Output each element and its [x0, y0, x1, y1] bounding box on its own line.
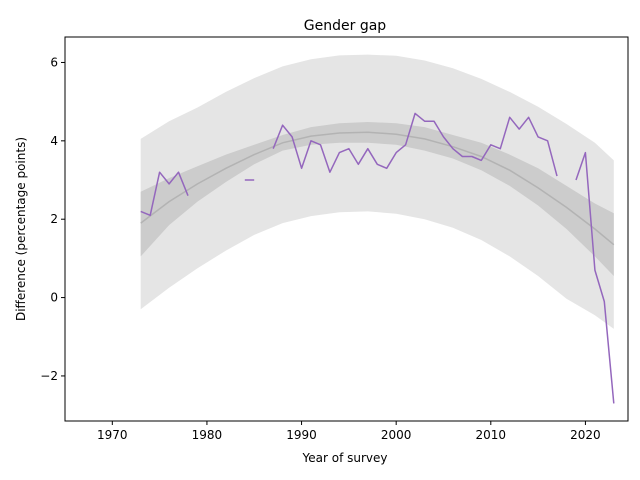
chart-title: Gender gap	[304, 18, 387, 34]
x-tick-label: 1980	[192, 428, 223, 442]
x-tick-label: 2020	[570, 428, 601, 442]
x-tick-label: 2000	[381, 428, 412, 442]
x-axis-label: Year of survey	[302, 451, 388, 465]
series-line-segment	[575, 151, 615, 404]
y-axis-label: Difference (percentage points)	[14, 137, 28, 321]
trend-line	[140, 131, 615, 246]
outer-confidence-band	[140, 54, 614, 329]
x-axis: 1970 1980 1990 2000 2010 2020	[97, 421, 601, 442]
x-tick-label: 2010	[476, 428, 507, 442]
series-line-segment	[140, 171, 189, 217]
x-tick-label: 1970	[97, 428, 128, 442]
y-tick-label: −2	[40, 369, 58, 383]
x-tick-label: 1990	[286, 428, 317, 442]
y-tick-label: 0	[50, 291, 58, 305]
y-tick-label: 2	[50, 212, 58, 226]
plot-area	[140, 54, 615, 404]
y-tick-label: 4	[50, 134, 58, 148]
y-axis: −2 0 2 4 6	[40, 55, 65, 383]
axes-frame	[64, 36, 629, 422]
series-line-segment	[272, 112, 558, 177]
inner-confidence-band	[140, 122, 614, 276]
y-tick-label: 6	[50, 55, 58, 69]
